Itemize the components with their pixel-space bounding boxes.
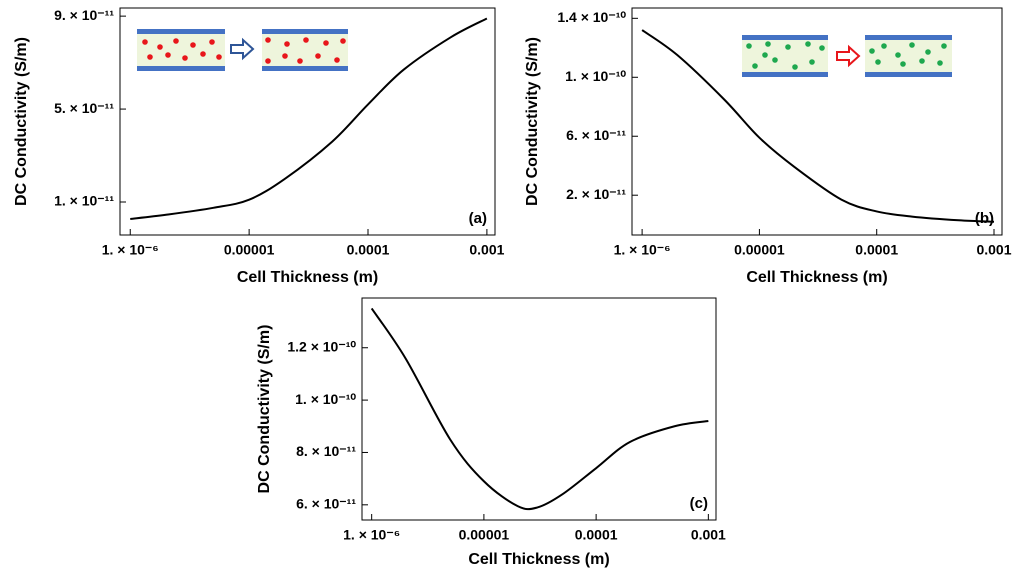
x-tick-label: 0.001 [469,242,504,258]
x-tick-label: 1. × 10⁻⁶ [102,242,159,258]
y-tick-label: 6. × 10⁻¹¹ [566,127,626,143]
panel-label: (b) [975,210,994,227]
x-tick-label: 0.00001 [459,527,510,543]
y-axis-title: DC Conductivity (S/m) [256,325,273,494]
x-tick-label: 0.0001 [855,242,898,258]
y-tick-label: 1. × 10⁻¹⁰ [295,391,356,407]
x-tick-label: 0.00001 [734,242,785,258]
data-line [370,307,709,511]
x-tick-label: 1. × 10⁻⁶ [343,527,400,543]
x-axis-title: Cell Thickness (m) [237,269,378,286]
plot-frame [361,297,717,521]
data-line [130,17,488,220]
x-tick-label: 0.0001 [575,527,618,543]
plot-frame [119,7,496,236]
y-tick-label: 1. × 10⁻¹⁰ [565,68,626,84]
y-tick-label: 6. × 10⁻¹¹ [296,496,356,512]
y-tick-label: 1.4 × 10⁻¹⁰ [557,9,626,25]
inset-diagram [742,35,952,77]
y-tick-label: 1. × 10⁻¹¹ [54,193,114,209]
x-tick-label: 0.001 [691,527,726,543]
y-tick-label: 5. × 10⁻¹¹ [54,100,114,116]
data-line [641,29,995,223]
x-tick-label: 1. × 10⁻⁶ [614,242,671,258]
y-tick-label: 9. × 10⁻¹¹ [54,7,114,23]
panel-label: (c) [690,495,708,512]
y-axis-title: DC Conductivity (S/m) [524,37,541,206]
y-tick-label: 8. × 10⁻¹¹ [296,443,356,459]
x-tick-label: 0.001 [976,242,1011,258]
inset-diagram [137,29,348,71]
panel-label: (a) [469,210,487,227]
x-tick-label: 0.00001 [224,242,275,258]
y-axis-title: DC Conductivity (S/m) [13,37,30,206]
x-axis-title: Cell Thickness (m) [468,551,609,568]
y-tick-label: 2. × 10⁻¹¹ [566,186,626,202]
x-axis-title: Cell Thickness (m) [746,269,887,286]
y-tick-label: 1.2 × 10⁻¹⁰ [287,338,356,354]
plot-frame [631,7,1003,236]
x-tick-label: 0.0001 [347,242,390,258]
